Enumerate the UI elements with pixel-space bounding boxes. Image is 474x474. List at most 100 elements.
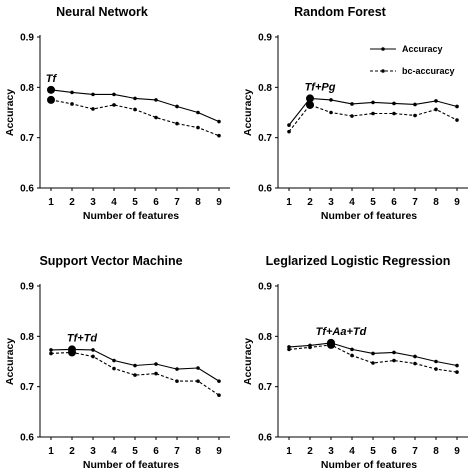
data-point-bc-accuracy <box>196 125 200 130</box>
data-point-bc-accuracy <box>308 345 312 350</box>
x-tick-label: 5 <box>132 446 138 457</box>
data-point-accuracy <box>329 98 333 102</box>
x-tick-label: 1 <box>286 197 292 208</box>
x-tick-label: 1 <box>48 446 54 457</box>
legend-marker-accuracy <box>381 47 385 51</box>
x-tick-label: 2 <box>307 197 313 208</box>
x-tick-label: 8 <box>195 197 201 208</box>
x-tick-label: 3 <box>90 197 96 208</box>
data-point-accuracy <box>196 366 200 370</box>
data-point-accuracy <box>217 119 221 124</box>
data-point-bc-accuracy <box>70 102 74 106</box>
x-tick-label: 8 <box>433 446 439 457</box>
chart-title: Leglarized Logistic Regression <box>266 254 451 268</box>
data-point-accuracy <box>413 102 417 107</box>
data-point-bc-accuracy <box>329 110 333 115</box>
data-point-bc-accuracy <box>175 379 179 383</box>
data-point-bc-accuracy <box>413 361 417 366</box>
data-point-bc-accuracy <box>91 107 95 111</box>
highlight-point-bc-accuracy <box>306 100 314 109</box>
x-tick-label: 2 <box>69 197 75 208</box>
data-point-bc-accuracy <box>350 114 354 118</box>
legend-marker-bc-accuracy <box>381 69 385 73</box>
x-tick-label: 9 <box>216 197 222 208</box>
data-point-bc-accuracy <box>455 370 459 374</box>
y-axis-label: Accuracy <box>4 338 16 385</box>
highlight-point-bc-accuracy <box>68 348 76 357</box>
data-point-accuracy <box>371 100 375 105</box>
data-point-bc-accuracy <box>112 103 116 107</box>
y-tick-label: 0.6 <box>20 433 34 444</box>
x-tick-label: 1 <box>48 197 54 208</box>
x-tick-label: 9 <box>454 446 460 457</box>
data-point-accuracy <box>217 379 221 383</box>
data-point-accuracy <box>455 363 459 368</box>
data-point-bc-accuracy <box>49 351 53 356</box>
chart-panel-2: Random Forest 0.6 0.7 0.8 0.9 1 2 3 4 5 6 7 8 9 Number… <box>242 5 468 222</box>
data-point-bc-accuracy <box>392 358 396 363</box>
y-tick-label: 0.9 <box>20 282 34 293</box>
y-axis-label: Accuracy <box>242 89 254 136</box>
y-tick-label: 0.9 <box>258 33 272 44</box>
data-point-accuracy <box>350 347 354 352</box>
x-tick-label: 7 <box>174 446 180 457</box>
chart-title: Support Vector Machine <box>39 254 182 268</box>
data-point-accuracy <box>413 354 417 359</box>
data-point-bc-accuracy <box>371 361 375 365</box>
x-tick-label: 6 <box>153 197 159 208</box>
data-point-accuracy <box>455 104 459 109</box>
annotation-label: Tf+Pg <box>305 81 336 93</box>
data-point-bc-accuracy <box>455 118 459 122</box>
data-point-accuracy <box>112 358 116 363</box>
annotation-label: Tf+Td <box>67 332 98 344</box>
x-tick-label: 9 <box>216 446 222 457</box>
x-tick-label: 4 <box>349 446 355 457</box>
series-line-bc-accuracy <box>288 344 458 373</box>
data-point-accuracy <box>392 350 396 355</box>
highlight-point-accuracy <box>306 94 314 103</box>
chart-panel-3: Support Vector Machine 0.6 0.7 0.8 0.9 1 2 3 4 5 6… <box>4 254 230 471</box>
highlight-point-bc-accuracy <box>327 340 335 349</box>
data-point-accuracy <box>371 351 375 356</box>
data-point-bc-accuracy <box>91 354 95 359</box>
x-tick-label: 6 <box>153 446 159 457</box>
x-axis-label: Number of features <box>321 459 417 471</box>
x-tick-label: 6 <box>391 197 397 208</box>
data-point-accuracy <box>49 348 53 352</box>
legend-entry-bc-accuracy: bc-accuracy <box>402 66 455 76</box>
x-tick-label: 8 <box>433 197 439 208</box>
x-tick-label: 1 <box>286 446 292 457</box>
data-point-bc-accuracy <box>217 393 221 398</box>
data-point-accuracy <box>392 101 396 106</box>
data-point-accuracy <box>287 123 291 127</box>
x-axis-label: Number of features <box>321 210 417 222</box>
data-point-accuracy <box>175 367 179 371</box>
y-tick-label: 0.6 <box>258 433 272 444</box>
x-tick-label: 5 <box>370 446 376 457</box>
x-tick-label: 7 <box>412 446 418 457</box>
x-tick-label: 4 <box>111 197 117 208</box>
y-tick-label: 0.8 <box>258 83 272 94</box>
data-point-bc-accuracy <box>350 353 354 358</box>
highlight-point-accuracy <box>47 85 55 94</box>
annotation-label: Tf+Aa+Td <box>316 326 367 338</box>
x-tick-label: 8 <box>195 446 201 457</box>
data-point-accuracy <box>350 102 354 106</box>
y-tick-label: 0.9 <box>20 33 34 44</box>
x-tick-label: 3 <box>328 197 334 208</box>
data-point-accuracy <box>70 90 74 95</box>
data-point-bc-accuracy <box>287 129 291 134</box>
series-line-bc-accuracy <box>288 104 458 132</box>
x-axis-label: Number of features <box>83 210 179 222</box>
data-point-bc-accuracy <box>133 107 137 112</box>
data-point-accuracy <box>154 362 158 366</box>
data-point-accuracy <box>175 104 179 109</box>
chart-panel-1: Neural Network 0.6 0.7 0.8 0.9 1 2 3 4 5 6 7 8 9 Numbe… <box>4 5 230 222</box>
data-point-accuracy <box>133 96 137 101</box>
x-tick-label: 4 <box>111 446 117 457</box>
data-point-accuracy <box>154 98 158 102</box>
x-tick-label: 2 <box>69 446 75 457</box>
x-tick-label: 3 <box>90 446 96 457</box>
x-tick-label: 9 <box>454 197 460 208</box>
